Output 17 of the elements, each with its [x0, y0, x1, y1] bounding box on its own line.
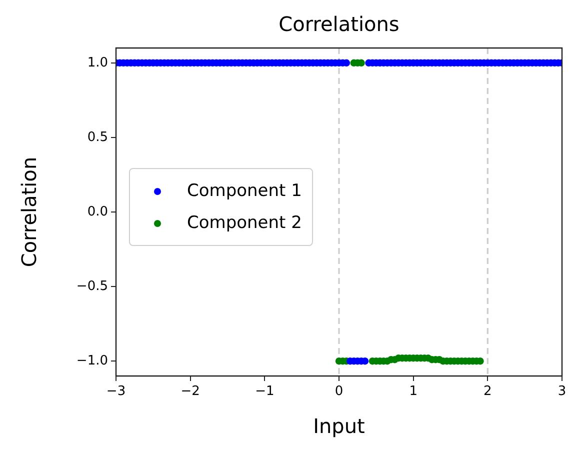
x-tick-label: 2	[484, 384, 492, 400]
x-tick-label: −1	[255, 384, 274, 400]
legend-label: Component 2	[187, 213, 302, 233]
x-tick-label: −3	[106, 384, 126, 400]
x-axis-title: Input	[312, 414, 366, 438]
chart-title: Correlations	[278, 12, 400, 36]
y-tick-label: 1.0	[87, 55, 108, 70]
legend-label: Component 1	[187, 181, 302, 201]
y-tick-label: −1.0	[76, 353, 108, 368]
y-tick-label: 0.0	[87, 204, 108, 220]
x-tick-label: 1	[409, 384, 418, 400]
x-tick-label: −2	[180, 384, 200, 400]
y-tick-label: −0.5	[76, 278, 108, 294]
y-axis-title: Correlation	[17, 156, 41, 268]
x-tick-label: 0	[334, 384, 344, 400]
y-tick-label: 0.5	[87, 130, 108, 145]
x-tick-label: 3	[558, 384, 566, 400]
